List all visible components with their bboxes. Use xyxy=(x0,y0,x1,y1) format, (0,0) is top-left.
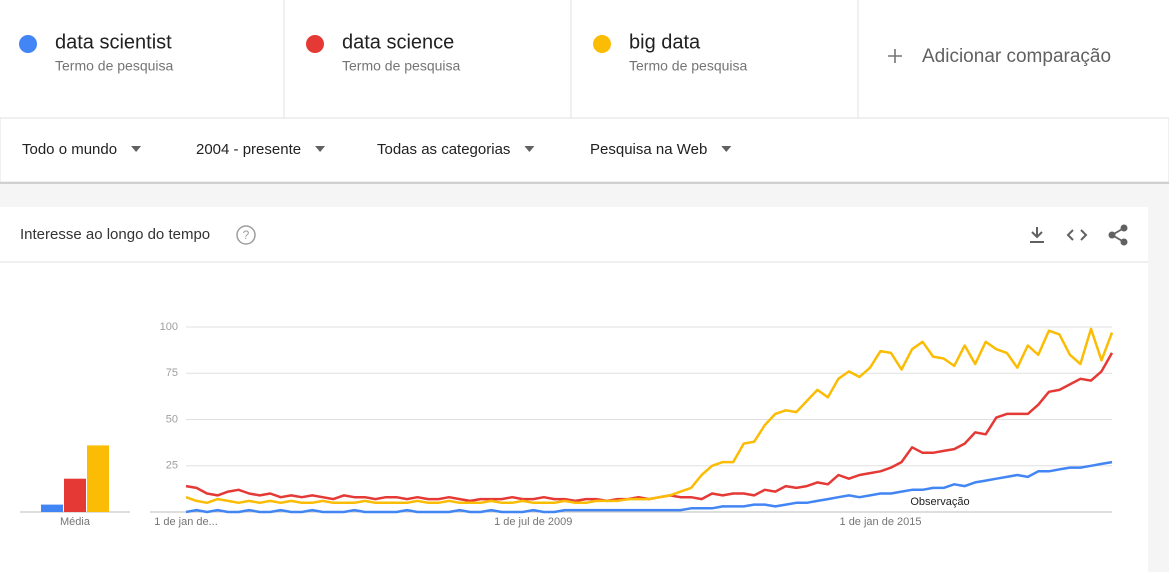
term-subtitle: Termo de pesquisa xyxy=(629,58,748,74)
legend-dot xyxy=(306,35,324,53)
series-line xyxy=(185,327,1114,505)
help-circle xyxy=(236,225,256,245)
share-icon[interactable] xyxy=(1108,224,1128,246)
legend-label: data science xyxy=(342,31,454,53)
dropdown-caret[interactable] xyxy=(524,146,535,152)
dropdown-caret[interactable] xyxy=(721,146,732,152)
x-tick-label: 1 de jan de... xyxy=(154,516,218,528)
add-comparison-label[interactable]: Adicionar comparação xyxy=(922,46,1111,67)
filter-label[interactable]: Pesquisa na Web xyxy=(590,141,707,158)
filter-label[interactable]: Todas as categorias xyxy=(377,141,510,158)
y-tick-label: 50 xyxy=(166,413,178,425)
legend-label: data scientist xyxy=(55,31,172,53)
average-bar xyxy=(41,504,63,512)
filter-label[interactable]: Todo o mundo xyxy=(22,141,117,158)
comparison-bar xyxy=(0,0,1169,118)
panel-title: Interesse ao longo do tempo xyxy=(20,226,210,243)
y-tick-label: 25 xyxy=(166,460,178,472)
x-tick-label: 1 de jul de 2009 xyxy=(494,516,572,528)
term-subtitle: Termo de pesquisa xyxy=(55,58,174,74)
average-label: Média xyxy=(60,516,91,528)
share-dot xyxy=(1120,238,1128,246)
filter-bar xyxy=(0,117,1169,183)
share-dot xyxy=(1120,224,1128,232)
share-dot xyxy=(1108,231,1116,239)
series-line xyxy=(185,460,1113,514)
y-tick-label: 100 xyxy=(160,321,178,333)
embed-icon[interactable] xyxy=(1066,229,1088,241)
help-mark: ? xyxy=(243,228,250,242)
y-tick-label: 75 xyxy=(166,367,178,379)
filter-label[interactable]: 2004 - presente xyxy=(196,141,301,158)
dropdown-caret[interactable] xyxy=(131,146,142,152)
help-icon[interactable]: ? xyxy=(236,225,256,245)
legend-label: big data xyxy=(629,31,701,53)
legend-dot xyxy=(19,35,37,53)
x-tick-label: 1 de jan de 2015 xyxy=(840,516,922,528)
legend-dot xyxy=(593,35,611,53)
annotation: Observação xyxy=(910,496,969,508)
average-bar xyxy=(64,478,86,512)
dropdown-caret[interactable] xyxy=(315,146,326,152)
download-icon[interactable] xyxy=(1030,227,1044,243)
plus-icon xyxy=(888,49,902,63)
term-subtitle: Termo de pesquisa xyxy=(342,58,461,74)
average-bar xyxy=(87,445,109,512)
add-comparison[interactable]: Adicionar comparação xyxy=(888,46,1111,67)
shadow xyxy=(0,182,1169,184)
